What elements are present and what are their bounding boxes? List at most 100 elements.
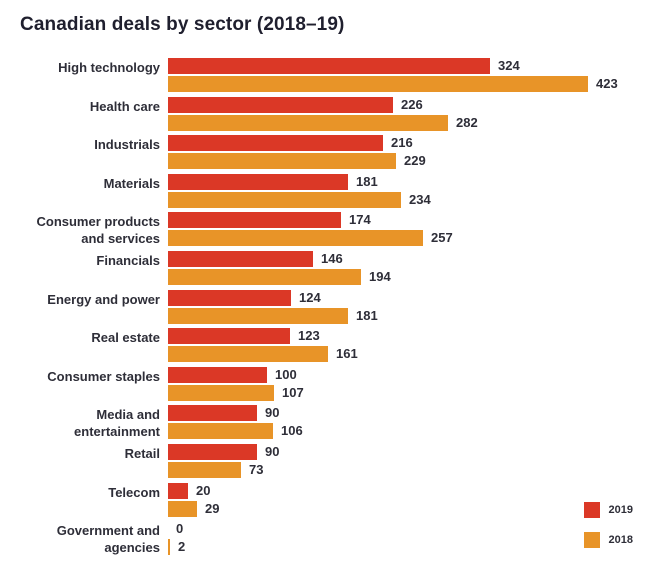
bar-line-2019: 90 <box>168 443 645 460</box>
bar-2019 <box>168 443 257 460</box>
value-label-2018: 107 <box>282 384 304 400</box>
bar-2019 <box>168 328 290 345</box>
sector-bars: 216 229 <box>168 135 645 171</box>
sector-bars: 174 257 <box>168 212 645 248</box>
sector-row: Materials 181 234 <box>20 173 645 208</box>
bar-2018 <box>168 114 448 131</box>
sector-row: Industrials 216 229 <box>20 135 645 171</box>
bar-line-2018: 107 <box>168 384 645 401</box>
bar-2018 <box>168 461 241 478</box>
sector-bars: 90 73 <box>168 443 645 480</box>
bar-line-2019: 123 <box>168 328 645 345</box>
sector-row: Health care 226 282 <box>20 96 645 133</box>
value-label-2018: 229 <box>404 153 426 169</box>
sector-row: Consumer staples 100 107 <box>20 366 645 401</box>
bar-2018 <box>168 230 423 247</box>
value-label-2018: 234 <box>409 191 431 207</box>
sector-row: Financials 146 194 <box>20 250 645 285</box>
legend-swatch-2018 <box>583 532 600 548</box>
sector-label: Health care <box>89 98 160 114</box>
bar-line-2018: 282 <box>168 114 645 131</box>
value-label-2019: 324 <box>498 58 520 73</box>
value-label-2019: 0 <box>176 521 184 537</box>
value-label-2019: 124 <box>299 289 321 305</box>
sector-bars: 20 29 <box>168 482 645 519</box>
value-label-2019: 123 <box>298 328 320 344</box>
bar-line-2019: 181 <box>168 173 645 190</box>
bar-line-2018: 423 <box>168 76 645 92</box>
value-label-2018: 29 <box>205 500 220 516</box>
bar-line-2019: 20 <box>168 482 645 499</box>
bar-line-2018: 73 <box>168 461 645 478</box>
bar-line-2019: 124 <box>168 289 645 306</box>
chart-title: Canadian deals by sector (2018–19) <box>20 14 345 35</box>
bar-line-2019: 226 <box>168 96 645 113</box>
value-label-2018: 73 <box>249 461 264 477</box>
legend-swatch-2019 <box>583 502 600 518</box>
bar-2019 <box>168 135 383 152</box>
bar-line-2019: 174 <box>168 212 645 229</box>
value-label-2018: 194 <box>369 268 391 284</box>
bar-2018 <box>168 500 197 517</box>
bar-line-2019: 100 <box>168 366 645 383</box>
bar-2019 <box>168 173 348 190</box>
sector-row: Real estate 123 161 <box>20 328 645 364</box>
bar-line-2018: 234 <box>168 191 645 208</box>
bar-line-2019: 90 <box>168 405 645 422</box>
value-label-2018: 161 <box>336 346 358 362</box>
bar-line-2018: 257 <box>168 230 645 247</box>
bar-line-2019: 146 <box>168 250 645 267</box>
legend: 2019 2018 <box>583 502 633 548</box>
bar-line-2018: 181 <box>168 307 645 324</box>
bar-2018 <box>168 76 588 92</box>
legend-item-2019: 2019 <box>583 502 633 518</box>
value-label-2019: 181 <box>356 173 378 189</box>
sector-label: High technology <box>58 60 160 75</box>
bar-line-2018: 161 <box>168 346 645 363</box>
sector-label: Energy and power <box>47 291 160 307</box>
bar-2018 <box>168 539 170 556</box>
bar-2019 <box>168 405 257 422</box>
bar-2018 <box>168 153 396 170</box>
sector-label: Real estate <box>91 330 160 346</box>
bar-line-2018: 106 <box>168 423 645 440</box>
bar-2019 <box>168 212 341 229</box>
bar-line-2018: 29 <box>168 500 645 517</box>
sector-bars: 324 423 <box>168 58 645 94</box>
sector-row: Media and entertainment 90 106 <box>20 405 645 440</box>
value-label-2019: 90 <box>265 405 280 421</box>
sector-label: Government and agencies <box>56 523 160 556</box>
sector-label: Financials <box>96 252 160 268</box>
value-label-2019: 216 <box>391 135 413 151</box>
value-label-2019: 226 <box>401 96 423 112</box>
sector-row: Consumer products and services 174 257 <box>20 212 645 248</box>
sector-bars: 124 181 <box>168 289 645 326</box>
bar-2018 <box>168 423 273 440</box>
bar-2019 <box>168 366 267 383</box>
value-label-2019: 100 <box>275 366 297 382</box>
legend-item-2018: 2018 <box>583 532 633 548</box>
bar-2018 <box>168 268 361 285</box>
bar-line-2019: 0 <box>168 521 645 537</box>
sector-label: Materials <box>103 175 160 191</box>
value-label-2018: 423 <box>596 76 618 91</box>
bar-2018 <box>168 384 274 401</box>
sector-bars: 226 282 <box>168 96 645 133</box>
bar-2018 <box>168 307 348 324</box>
legend-label-2018: 2018 <box>608 534 633 546</box>
legend-label-2019: 2019 <box>608 504 633 516</box>
value-label-2018: 106 <box>281 423 303 439</box>
value-label-2018: 282 <box>456 114 478 130</box>
bar-2019 <box>168 289 291 306</box>
bar-line-2019: 324 <box>168 58 645 74</box>
value-label-2018: 257 <box>431 230 453 246</box>
sector-label: Media and entertainment <box>74 407 160 440</box>
sector-label: Consumer staples <box>47 368 160 384</box>
bar-2019 <box>168 482 188 499</box>
value-label-2019: 174 <box>349 212 371 228</box>
bar-2019 <box>168 58 490 74</box>
value-label-2018: 181 <box>356 307 378 323</box>
sector-bars: 123 161 <box>168 328 645 364</box>
